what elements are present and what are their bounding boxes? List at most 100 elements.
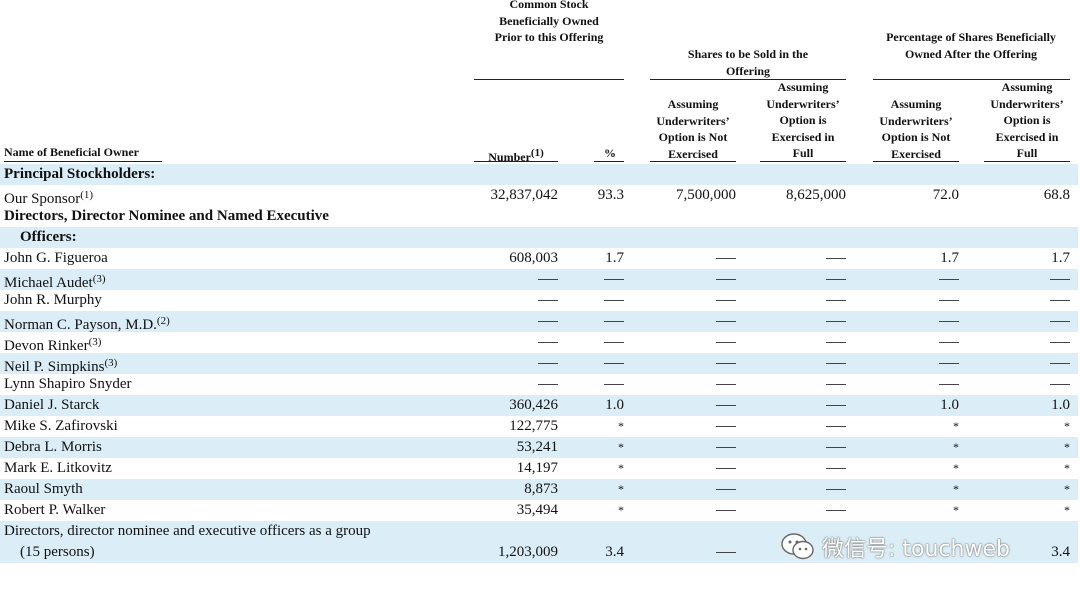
table-row: Mark E. Litkovitz 14,197 * * * [0,458,1078,479]
cell-sold-full [770,374,846,395]
cell-sold-not [660,353,736,374]
dash-mark [1050,384,1070,386]
owner-name-text: Norman C. Payson, M.D. [4,317,157,333]
table-row: Daniel J. Starck 360,426 1.0 1.0 1.0 [0,395,1078,416]
cell-after-full [1010,269,1070,290]
owner-name-text: Our Sponsor [4,191,81,207]
cell-after-not [883,332,959,353]
cell-after-not: * [953,461,959,475]
header-number-label: Number [488,150,531,164]
section-directors-label-2: Officers: [20,229,77,245]
header-after-not-exercised: Assuming Underwriters’ Option is Not Exe… [879,97,953,161]
dash-mark [939,300,959,302]
header-number-note: (1) [530,147,544,159]
dash-mark [939,342,959,344]
watermark: 微信号: touchweb [780,531,1010,563]
cell-number: 35,494 [516,502,558,518]
dash-mark [604,342,624,344]
cell-after-full: * [1064,482,1070,496]
table-row: Debra L. Morris 53,241 * * * [0,437,1078,458]
cell-number [458,311,558,332]
cell-after-not: * [953,440,959,454]
owner-name-text: John G. Figueroa [4,250,108,266]
header-after-group: Percentage of Shares Beneficially Owned … [886,30,1056,61]
cell-pct [584,311,624,332]
cell-sold-not: 7,500,000 [676,187,736,203]
dash-mark [604,279,624,281]
dash-mark [826,300,846,302]
cell-number: 608,003 [509,250,558,266]
section-directors-row-2: Officers: [0,227,1078,248]
owner-name: Neil P. Simpkins(3) [4,353,117,375]
dash-mark [538,279,558,281]
group-total-after-full: 3.4 [1051,544,1070,560]
section-principal-label: Principal Stockholders: [4,166,156,182]
owner-name-text: Lynn Shapiro Snyder [4,376,132,392]
cell-pct [584,374,624,395]
dash-mark [538,342,558,344]
dash-mark [716,510,736,512]
cell-pct: * [618,440,624,454]
header-sold-exercised: Assuming Underwriters’ Option is Exercis… [766,80,840,160]
owner-name: Robert P. Walker [4,500,105,521]
section-directors-row-1: Directors, Director Nominee and Named Ex… [0,206,1078,227]
cell-pct [584,269,624,290]
header-prior-group: Common Stock Beneficially Owned Prior to… [494,0,604,44]
cell-number [458,374,558,395]
cell-sold-full [770,311,846,332]
cell-sold-full [770,332,846,353]
cell-number [458,332,558,353]
group-total-pct: 3.4 [605,544,624,560]
dash-mark [1050,363,1070,365]
header-after-exercised: Assuming Underwriters’ Option is Exercis… [990,80,1064,160]
cell-pct [584,353,624,374]
cell-after-not: * [953,482,959,496]
cell-number: 8,873 [524,481,558,497]
cell-sold-not [660,500,736,521]
cell-after-not [883,290,959,311]
section-principal-row: Principal Stockholders: [0,164,1078,185]
owner-name: Debra L. Morris [4,437,102,458]
cell-after-not [883,353,959,374]
dash-mark [826,279,846,281]
dash-mark [826,405,846,407]
table-row: Norman C. Payson, M.D.(2) [0,311,1078,333]
cell-sold-not [660,458,736,479]
cell-after-not: * [953,419,959,433]
cell-sold-not [660,311,736,332]
dash-mark [1050,300,1070,302]
wechat-icon [781,533,814,560]
dash-mark [716,552,736,554]
cell-after-not: 1.0 [940,397,959,413]
owner-name-text: Michael Audet [4,275,93,291]
cell-pct: * [618,461,624,475]
cell-after-not [883,311,959,332]
dash-mark [538,363,558,365]
group-total-row: Directors, director nominee and executiv… [0,521,1078,563]
header-number: Number(1) [474,145,558,166]
header-rule-after [873,79,1070,80]
cell-number: 14,197 [516,460,558,476]
cell-sold-full [770,500,846,521]
owner-name-text: Robert P. Walker [4,502,106,518]
dash-mark [604,321,624,323]
dash-mark [826,489,846,491]
cell-sold-not [660,269,736,290]
owner-name: Mark E. Litkovitz [4,458,112,479]
cell-pct: 93.3 [597,187,624,203]
cell-after-full: 68.8 [1043,187,1070,203]
owner-name-text: Neil P. Simpkins [4,359,105,375]
cell-number [458,353,558,374]
cell-number [458,290,558,311]
cell-after-full: * [1064,440,1070,454]
table-row: Neil P. Simpkins(3) [0,353,1078,375]
dash-mark [826,342,846,344]
cell-after-full: * [1064,503,1070,517]
dash-mark [716,489,736,491]
cell-after-full [1010,311,1070,332]
cell-after-full [1010,332,1070,353]
dash-mark [716,384,736,386]
owner-name-text: John R. Murphy [4,292,102,308]
cell-sold-not [660,332,736,353]
owner-name: Daniel J. Starck [4,395,99,416]
